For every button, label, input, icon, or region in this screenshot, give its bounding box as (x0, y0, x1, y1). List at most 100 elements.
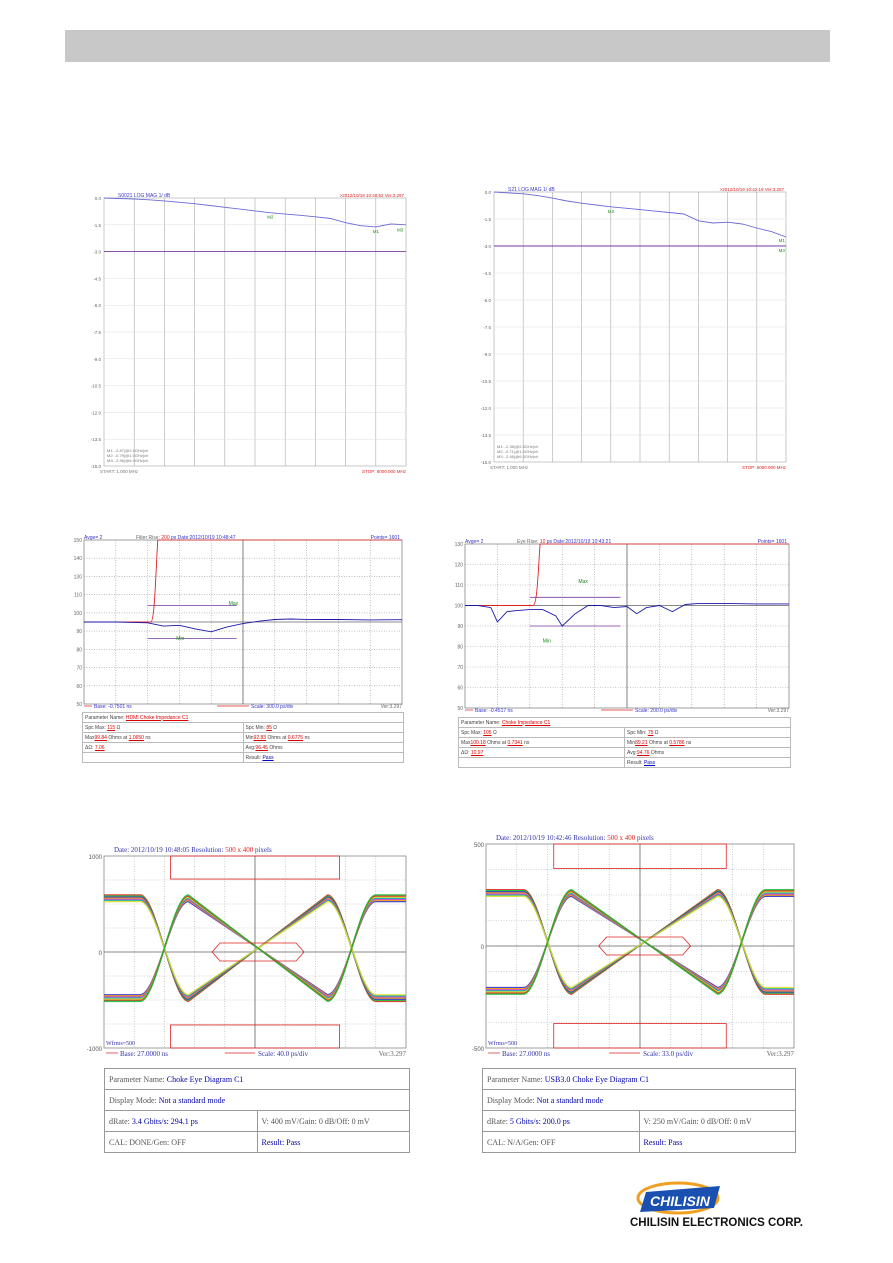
mask-bottom (170, 1024, 340, 1049)
filter-value: 200 (161, 535, 170, 541)
result-cell: Result: Pass (242, 752, 404, 763)
eye-table-left: Parameter Name: Choke Eye Diagram C1 Dis… (104, 1068, 410, 1153)
marker-readout: M3: -2.46(@6.0GHz)ch (497, 454, 538, 459)
param-cell: Parameter Name: Choke Impedance C1 (458, 717, 791, 728)
y-tick-label: -10.5 (481, 379, 492, 384)
eye-trace (486, 888, 794, 995)
step-trace (465, 543, 541, 606)
impedance-trace (465, 602, 789, 627)
company-name: CHILISIN ELECTRONICS CORP. (630, 1217, 803, 1229)
y-tick-label: 0.0 (485, 190, 492, 195)
empty-cell (82, 752, 244, 763)
max-cell: Max99.84 Ohms at 1.0650 ns (82, 732, 244, 743)
y-tick-label: 50 (76, 702, 82, 708)
y-tick-label: -1.5 (483, 217, 491, 222)
empty-cell (458, 757, 625, 768)
cal-cell: CAL: N/A/Gen: OFF (482, 1131, 640, 1153)
chart-title: S21 LOG MAG 1/ dB (508, 187, 555, 193)
spc-min-cell: Spc Min: 75 Ω (624, 727, 791, 738)
filter-value: 10 (540, 539, 546, 545)
resolution-suffix: pixels (635, 834, 654, 842)
avg-cell: Avg:96.45 Ohms (242, 742, 404, 753)
cal-cell: CAL: DONE/Gen: OFF (104, 1131, 258, 1153)
mode-cell: Display Mode: Not a standard mode (104, 1089, 410, 1111)
resolution-value: 500 x 400 (607, 834, 636, 842)
insertion-loss-chart-left: 0.0 -1.5 -3.0 -4.5 -6.0 -7.5 -9.0 -10.5 -12.0 -13… (80, 188, 410, 478)
timestamp: >2012/10/19 10:48:52 Ver:3.297 (340, 193, 405, 198)
result-cell: Result: Pass (256, 1131, 410, 1153)
y-tick-label: -3.0 (93, 250, 101, 255)
y-tick-label: 70 (457, 665, 463, 671)
param-cell: Parameter Name: Choke Eye Diagram C1 (104, 1068, 410, 1090)
y-tick-label: 70 (76, 666, 82, 672)
max-cell: Max100.18 Ohms at 0.7341 ns (458, 737, 625, 748)
s21-trace (103, 197, 407, 228)
result-cell: Result: Pass (624, 757, 791, 768)
eye-table-right: Parameter Name: USB3.0 Choke Eye Diagram… (482, 1068, 796, 1153)
y-tick-label: -1000 (87, 1047, 103, 1053)
y-tick-label: 80 (457, 645, 463, 651)
scale-label: Scale: 300.0 ps/div (251, 704, 294, 710)
spc-max-cell: Spc Max: 105 Ω (458, 727, 625, 738)
version-label: Ver:3.297 (767, 1050, 795, 1058)
marker-label: M1 (373, 229, 380, 234)
extrema-label: Max (578, 579, 588, 585)
y-tick-label: 130 (455, 542, 464, 548)
y-tick-label: 140 (74, 556, 83, 562)
marker-label: M2 (608, 209, 615, 214)
mask-bottom (553, 1023, 727, 1049)
scale-label: Scale: 200.0 ps/div (635, 708, 678, 714)
chart-title: S0021 LOG MAG 1/ dB (118, 193, 171, 199)
y-tick-label: 60 (76, 684, 82, 690)
logo-swoosh (636, 1181, 720, 1215)
scale-label: Scale: 40.0 ps/div (258, 1050, 308, 1058)
y-tick-label: 0 (99, 951, 103, 957)
extrema-label: Max (229, 601, 239, 607)
date-text: Date: 2012/10/19 10:48:05 Resolution: (114, 846, 225, 854)
extrema-label: Min (543, 638, 551, 644)
x-stop: STOP: 6000.000 MHz (742, 465, 787, 470)
y-tick-label: -15.0 (481, 460, 492, 465)
tdr-table-right: Parameter Name: Choke Impedance C1 Spc M… (458, 717, 791, 768)
date-text: ps Date:2012/10/19 10:48:47 (170, 535, 236, 541)
impedance-trace (84, 618, 403, 633)
spc-max-cell: Spc Max: 115 Ω (82, 722, 244, 733)
date-text: ps Date:2012/10/19 10:43:21 (545, 539, 611, 545)
date-text: Date: 2012/10/19 10:42:46 Resolution: (496, 834, 607, 842)
version-label: Ver:3.297 (768, 708, 790, 714)
param-cell: Parameter Name: HDMI Choke Impedance C1 (82, 712, 404, 723)
param-cell: Parameter Name: USB3.0 Choke Eye Diagram… (482, 1068, 796, 1090)
logo-shape (640, 1186, 720, 1212)
marker-label: M3 (779, 248, 786, 253)
eye-trace (104, 894, 406, 1003)
y-tick-label: 130 (74, 574, 83, 580)
marker-readout: M2: -0.71(@1.0GHz)ch (497, 449, 538, 454)
eye-mask (211, 942, 305, 962)
y-tick-label: 100 (455, 604, 464, 610)
filter-text: Filter Rise: (136, 535, 161, 541)
mode-cell: Display Mode: Not a standard mode (482, 1089, 796, 1111)
y-tick-label: 110 (74, 593, 82, 599)
y-tick-label: -9.0 (93, 357, 101, 362)
filter-text: Eye Rise: (517, 539, 540, 545)
y-tick-label: 0.0 (95, 196, 102, 201)
date-label: Date: 2012/10/19 10:42:46 Resolution: 50… (496, 834, 654, 842)
y-tick-label: 500 (474, 843, 485, 849)
eye-mask (598, 936, 692, 956)
timestamp: >2012/10/19 10:42:19 Ver:3.297 (720, 187, 785, 192)
mask-top (170, 855, 340, 880)
tdr-chart-left: 150 140 130 110 100 90 80 70 60 50 Max Min Avge= 2 Fi… (66, 532, 406, 712)
min-cell: Min89.21 Ohms at 0.5786 ns (624, 737, 791, 748)
filter-label: Eye Rise: 10 ps Date:2012/10/19 10:43:21 (517, 539, 611, 545)
v-cell: V: 400 mV/Gain: 0 dB/Off: 0 mV (256, 1110, 410, 1132)
y-tick-label: 90 (76, 629, 82, 635)
points-label: Points= 1601 (758, 539, 788, 545)
y-tick-label: 50 (457, 706, 463, 712)
y-tick-label: -500 (472, 1047, 485, 1053)
insertion-loss-chart-right: 0.0 -1.5 -3.0 -4.5 -6.0 -7.5 -9.0 -10.5 -12.0 -13… (470, 182, 790, 474)
waveform-count: Wfrms=500 (106, 1040, 135, 1047)
step-trace (84, 539, 159, 623)
eye-diagram-right: 500 0 -500 Date: 2012/10/19 10:42:46 Resolu… (462, 828, 798, 1062)
y-tick-label: 120 (455, 563, 464, 569)
company-logo: CHILISIN CHILISIN ELECTRONICS CORP. (630, 1180, 830, 1232)
